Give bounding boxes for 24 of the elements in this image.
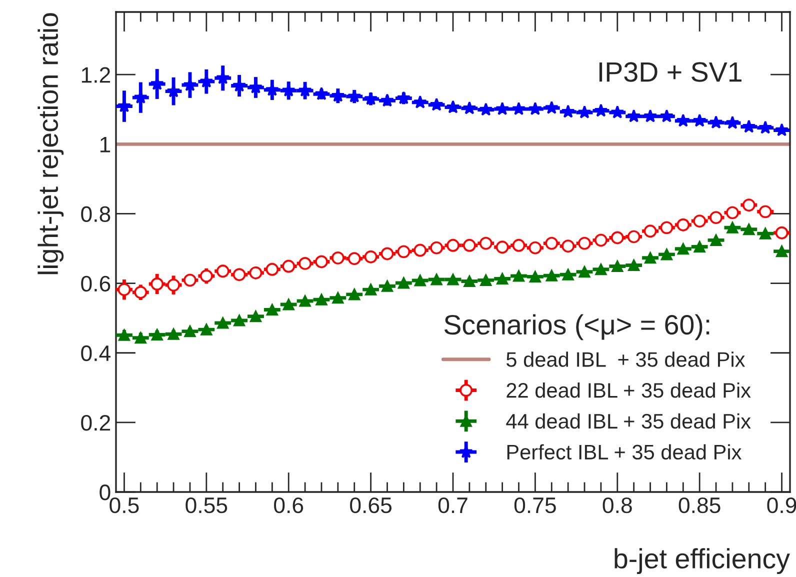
annotation: IP3D + SV1 bbox=[599, 62, 742, 82]
x-tick-label: 0.8 bbox=[602, 497, 632, 514]
legend-label: 5 dead IBL + 35 dead Pix bbox=[506, 352, 746, 367]
y-tick-label: 0 bbox=[100, 484, 110, 500]
x-axis-title: b-jet efficiency bbox=[614, 548, 790, 574]
x-tick-label: 0.75 bbox=[514, 497, 556, 514]
y-tick-label: 0.6 bbox=[81, 276, 110, 292]
x-tick-label: 0.9 bbox=[767, 497, 796, 514]
y-tick-label: 1.2 bbox=[82, 67, 110, 83]
y-axis-title: light-jet rejection ratio bbox=[38, 13, 64, 274]
y-tick-label: 0.4 bbox=[81, 345, 110, 362]
legend-label: 44 dead IBL + 35 dead Pix bbox=[506, 413, 751, 429]
y-tick-label: 0.8 bbox=[81, 206, 110, 222]
x-tick-label: 0.65 bbox=[350, 497, 392, 514]
legend-label: Perfect IBL + 35 dead Pix bbox=[507, 444, 742, 460]
y-tick-label: 1 bbox=[100, 136, 110, 152]
x-tick-label: 0.85 bbox=[678, 497, 720, 514]
y-tick-label: 0.2 bbox=[81, 414, 110, 431]
x-tick-label: 0.55 bbox=[186, 497, 228, 514]
legend-label: 22 dead IBL + 35 dead Pix bbox=[506, 382, 751, 398]
x-tick-label: 0.6 bbox=[274, 497, 304, 514]
x-tick-label: 0.7 bbox=[438, 497, 468, 514]
x-tick-label: 0.5 bbox=[110, 497, 139, 514]
legend-title: Scenarios (<μ> = 60): bbox=[444, 314, 710, 340]
